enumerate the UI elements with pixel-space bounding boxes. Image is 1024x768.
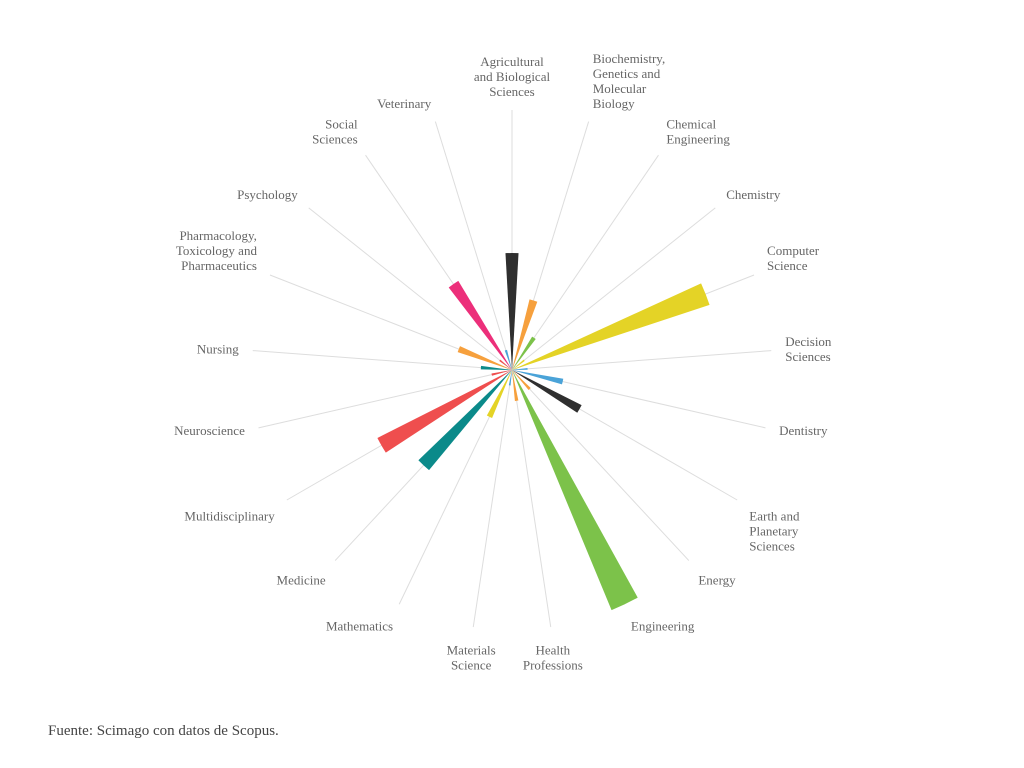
axis-label: Veterinary <box>377 96 432 111</box>
polar-bar-chart: Agriculturaland BiologicalSciences Bioche… <box>0 0 1024 768</box>
axis-label: Engineering <box>631 618 695 633</box>
axis-label: Biochemistry,Genetics andMolecularBiolog… <box>593 51 665 111</box>
axis-label: Pharmacology,Toxicology andPharmaceutics <box>176 228 258 273</box>
axis-label: Multidisciplinary <box>184 509 275 524</box>
axis-line <box>259 370 512 428</box>
axis-label: Mathematics <box>326 618 393 633</box>
axis-label: Earth andPlanetarySciences <box>749 509 800 554</box>
axis-label: Chemistry <box>726 187 781 202</box>
axis-label: Psychology <box>237 187 298 202</box>
axis-label: Neuroscience <box>174 423 245 438</box>
axis-label: DecisionSciences <box>785 334 832 364</box>
axis-line <box>309 208 512 370</box>
axis-label: Medicine <box>277 572 326 587</box>
axis-label: HealthProfessions <box>523 642 583 672</box>
axis-label: Energy <box>698 572 736 587</box>
axis-label: Agriculturaland BiologicalSciences <box>474 54 551 99</box>
axis-label: ComputerScience <box>767 243 820 273</box>
axis-label: ChemicalEngineering <box>666 117 730 147</box>
axis-line <box>512 208 715 370</box>
chart-caption: Fuente: Scimago con datos de Scopus. <box>48 723 279 740</box>
polar-bar <box>512 370 563 384</box>
axis-label: Dentistry <box>779 423 828 438</box>
axis-label: MaterialsScience <box>447 642 496 672</box>
polar-bar <box>512 370 518 401</box>
axis-line <box>435 122 512 370</box>
axis-label: SocialSciences <box>312 117 358 147</box>
axis-label: Nursing <box>197 342 239 357</box>
